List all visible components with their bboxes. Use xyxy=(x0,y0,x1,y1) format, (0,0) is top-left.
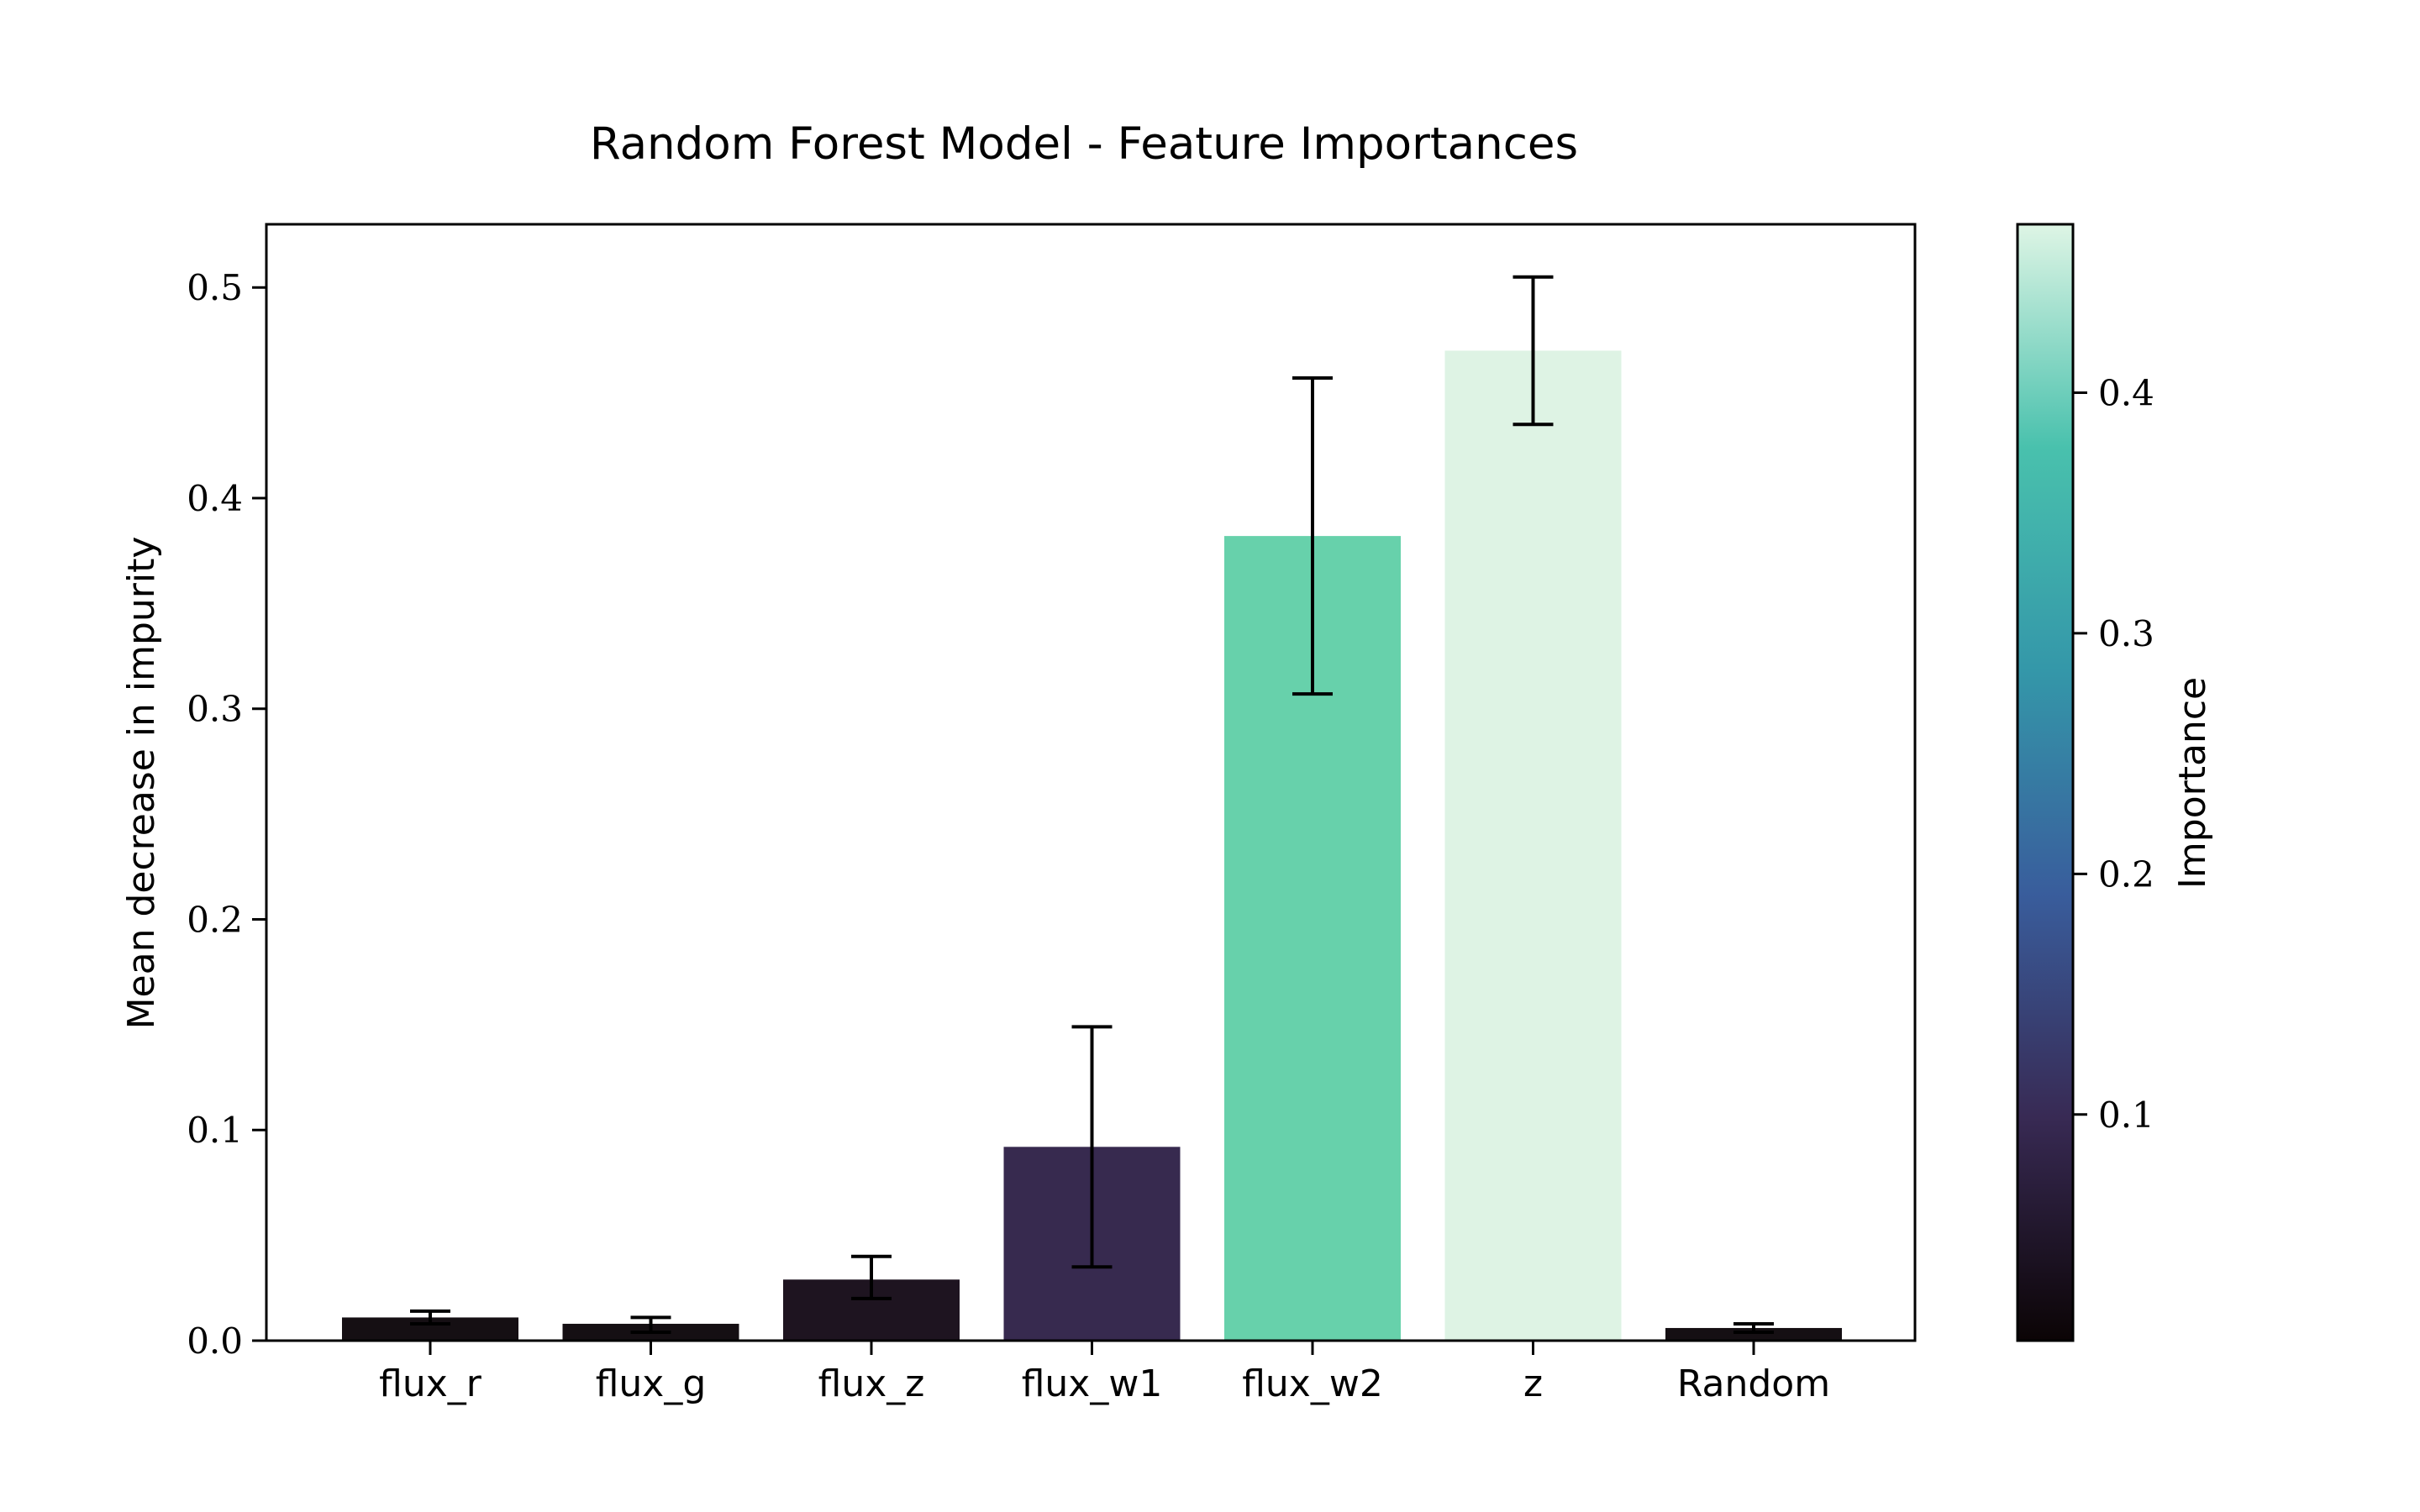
y-axis-label: Mean decrease in impurity xyxy=(120,537,163,1030)
y-tick-label: 0.0 xyxy=(187,1320,243,1362)
bars-group xyxy=(342,350,1842,1341)
x-tick-label: flux_r xyxy=(379,1362,482,1405)
y-tick-label: 0.3 xyxy=(187,689,243,730)
error-bar xyxy=(630,1315,671,1334)
y-tick-label: 0.5 xyxy=(187,267,243,308)
error-bar xyxy=(1292,376,1333,696)
error-bars-group xyxy=(410,275,1774,1334)
colorbar xyxy=(2016,223,2075,1342)
error-bar xyxy=(410,1309,450,1326)
y-tick-label: 0.1 xyxy=(187,1110,243,1151)
error-bar xyxy=(1733,1321,1774,1334)
error-bar xyxy=(1512,275,1554,427)
x-tick-label: Random xyxy=(1677,1362,1830,1405)
x-tick-label: flux_w1 xyxy=(1022,1362,1163,1405)
error-bar xyxy=(1071,1025,1113,1269)
x-tick-label: flux_g xyxy=(596,1362,707,1405)
error-bar xyxy=(851,1254,892,1300)
colorbar-tick-label: 0.2 xyxy=(2098,853,2154,895)
x-axis: flux_r flux_g flux_z flux_w1 flux_w2 z Random xyxy=(379,1341,1830,1405)
x-tick-label: flux_z xyxy=(818,1362,925,1405)
bar-random xyxy=(1665,1327,1842,1341)
colorbar-label: Importance xyxy=(2171,677,2214,889)
y-axis: 0.0 0.1 0.2 0.3 0.4 0.5 xyxy=(187,267,266,1362)
bar-z xyxy=(1444,350,1622,1341)
y-tick-label: 0.4 xyxy=(187,478,243,519)
colorbar-ticks: 0.1 0.2 0.3 0.4 xyxy=(2073,372,2154,1136)
x-tick-label: flux_w2 xyxy=(1242,1362,1383,1405)
colorbar-tick-label: 0.1 xyxy=(2098,1095,2154,1136)
colorbar-tick-label: 0.3 xyxy=(2098,613,2154,654)
x-tick-label: z xyxy=(1523,1362,1543,1405)
chart-title: Random Forest Model - Feature Importance… xyxy=(590,118,1578,170)
y-tick-label: 0.2 xyxy=(187,899,243,940)
colorbar-tick-label: 0.4 xyxy=(2098,372,2154,413)
